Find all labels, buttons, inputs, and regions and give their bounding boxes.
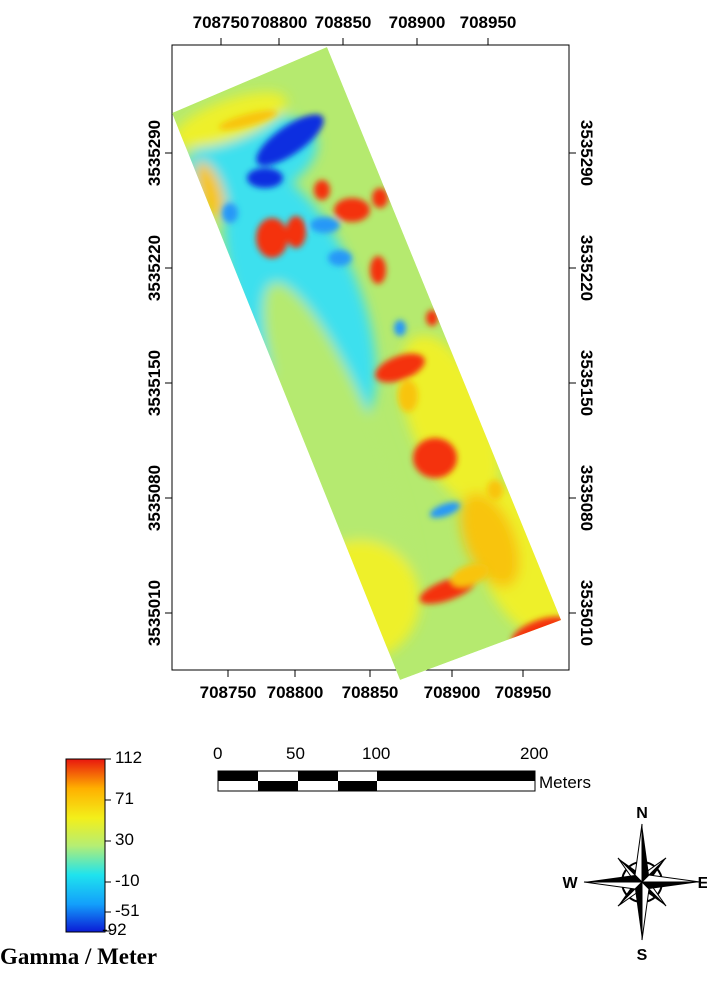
legend-value: -92 [102, 920, 127, 939]
y-axis-right: 3535290 3535220 3535150 3535080 3535010 [577, 120, 596, 646]
x-tick-label-bottom: 708900 [424, 683, 481, 702]
mid-zone [300, 540, 420, 660]
legend-value: 71 [115, 789, 134, 808]
y-axis-left: 3535290 3535220 3535150 3535080 3535010 [145, 120, 164, 646]
color-legend-bar [65, 758, 106, 933]
y-tick-label-left: 3535290 [145, 120, 164, 186]
x-tick-label-top: 708850 [315, 13, 372, 32]
background-zone [263, 282, 417, 618]
x-axis-bottom: 708750 708800 708850 708900 708950 [200, 683, 552, 702]
y-tick-label-right: 3535220 [577, 235, 596, 301]
x-tick-label-bottom: 708750 [200, 683, 257, 702]
color-legend-ticks [105, 758, 111, 932]
x-tick-label-top: 708950 [460, 13, 517, 32]
negative-anomaly [247, 168, 283, 188]
x-axis-top: 708750 708800 708850 708900 708950 [193, 13, 517, 32]
compass-rose-icon: N S W E [562, 805, 707, 964]
x-tick-label-top: 708900 [389, 13, 446, 32]
x-tick-label-bottom: 708800 [267, 683, 324, 702]
negative-anomaly [429, 502, 461, 518]
legend-value: 112 [115, 748, 143, 767]
positive-anomaly [314, 180, 330, 200]
positive-anomaly [413, 438, 457, 478]
compass-label-south: S [637, 947, 648, 964]
compass-label-west: W [562, 875, 578, 892]
negative-anomaly [310, 217, 340, 233]
positive-anomaly [334, 198, 370, 222]
x-tick-label-top: 708750 [193, 13, 250, 32]
y-tick-label-left: 3535220 [145, 235, 164, 301]
magnetic-gradient-raster [172, 47, 561, 680]
scale-label: 0 [213, 744, 223, 763]
negative-anomaly [256, 114, 324, 166]
legend-value: -10 [115, 871, 140, 890]
negative-anomaly [222, 203, 238, 223]
x-tick-label-bottom: 708950 [495, 683, 552, 702]
y-tick-label-right: 3535080 [577, 465, 596, 531]
high-zone [194, 161, 226, 219]
legend-value: -51 [115, 901, 140, 920]
positive-anomaly [426, 310, 438, 326]
y-tick-label-left: 3535010 [145, 580, 164, 646]
y-tick-label-right: 3535150 [577, 350, 596, 416]
scale-label: 50 [286, 744, 305, 763]
high-anomaly [218, 110, 278, 130]
scale-label: 100 [362, 744, 391, 763]
positive-anomaly [370, 256, 386, 284]
high-anomaly [450, 563, 490, 587]
positive-anomaly [256, 218, 288, 258]
y-tick-label-right: 3535010 [577, 580, 596, 646]
positive-anomaly [372, 188, 388, 208]
negative-anomaly [328, 250, 352, 266]
compass-label-north: N [636, 805, 648, 822]
compass-label-east: E [698, 875, 707, 892]
scale-label: 200 [520, 744, 549, 763]
high-anomaly [487, 480, 503, 500]
x-tick-label-bottom: 708850 [342, 683, 399, 702]
legend-value: 30 [115, 830, 134, 849]
legend-title: Gamma / Meter [0, 944, 158, 969]
y-tick-label-left: 3535150 [145, 350, 164, 416]
x-tick-label-top: 708800 [251, 13, 308, 32]
mid-zone [399, 335, 501, 505]
scale-bar [217, 770, 536, 792]
scale-unit: Meters [539, 773, 591, 792]
high-anomaly [398, 380, 418, 412]
y-tick-label-right: 3535290 [577, 120, 596, 186]
negative-anomaly [394, 320, 406, 336]
positive-anomaly [286, 216, 306, 248]
y-tick-label-left: 3535080 [145, 465, 164, 531]
positive-anomaly [375, 353, 425, 383]
